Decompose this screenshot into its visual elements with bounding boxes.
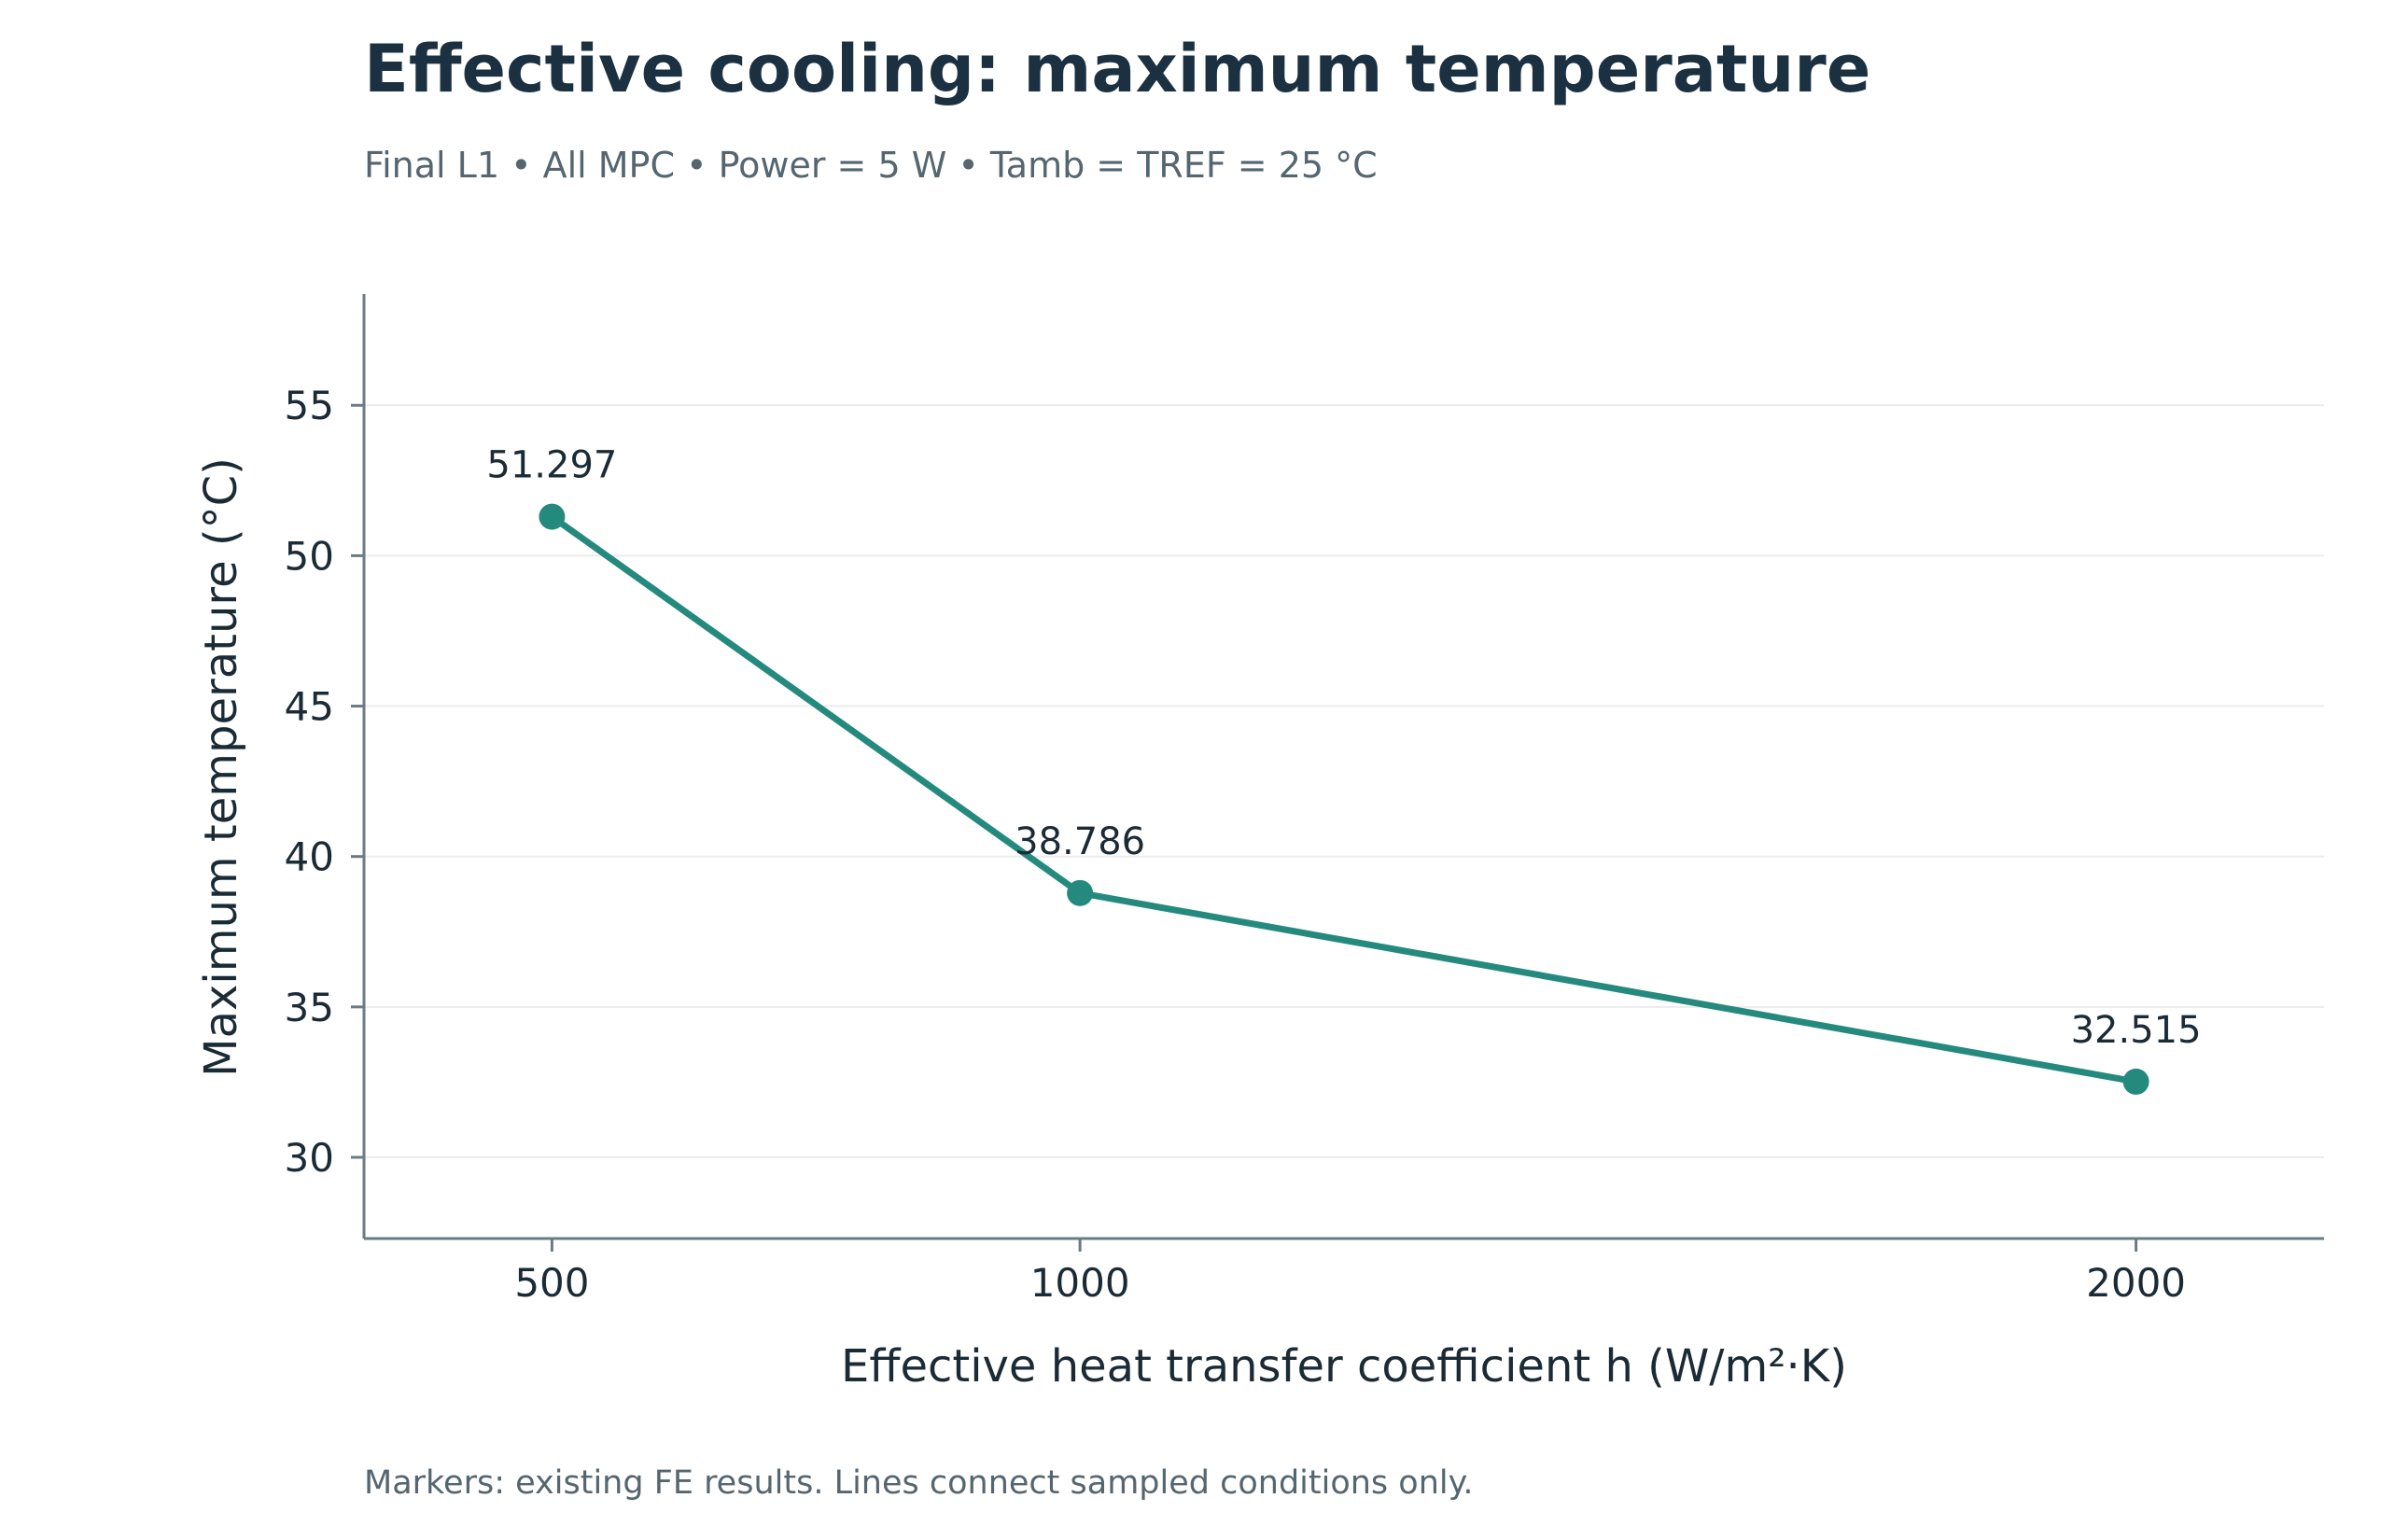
series-line	[548, 513, 2140, 1085]
data-labels: 51.297 38.786 32.515	[486, 444, 2201, 1052]
gridlines	[364, 404, 2324, 1158]
data-point-marker	[1067, 879, 1094, 906]
data-point-marker	[539, 503, 566, 530]
chart-subtitle: Final L1 • All MPC • Power = 5 W • Tamb …	[364, 145, 1378, 186]
x-tick-label: 500	[514, 1260, 589, 1306]
y-tick-label: 40	[285, 834, 334, 880]
x-axis-label: Effective heat transfer coefficient h (W…	[841, 1340, 1847, 1393]
y-tick-label: 30	[285, 1135, 334, 1181]
x-tick-label: 2000	[2086, 1260, 2186, 1306]
x-ticks: 500 1000 2000	[514, 1239, 2186, 1306]
footnote: Markers: existing FE results. Lines conn…	[364, 1464, 1473, 1502]
data-point-label: 38.786	[1015, 820, 1145, 863]
data-point-marker	[2122, 1068, 2149, 1095]
y-tick-label: 35	[285, 985, 334, 1030]
series-line-group	[548, 513, 2140, 1085]
chart-title: Effective cooling: maximum temperature	[364, 31, 1870, 107]
y-tick-label: 45	[285, 684, 334, 730]
data-markers	[539, 503, 2149, 1095]
axes	[362, 294, 2324, 1240]
x-tick-label: 1000	[1030, 1260, 1130, 1306]
y-ticks: 30 35 40 45 50 55	[285, 383, 364, 1181]
data-point-label: 32.515	[2071, 1009, 2202, 1052]
y-tick-label: 55	[285, 383, 334, 428]
y-tick-label: 50	[285, 533, 334, 579]
data-point-label: 51.297	[486, 444, 617, 487]
y-axis-label: Maximum temperature (°C)	[195, 457, 247, 1077]
